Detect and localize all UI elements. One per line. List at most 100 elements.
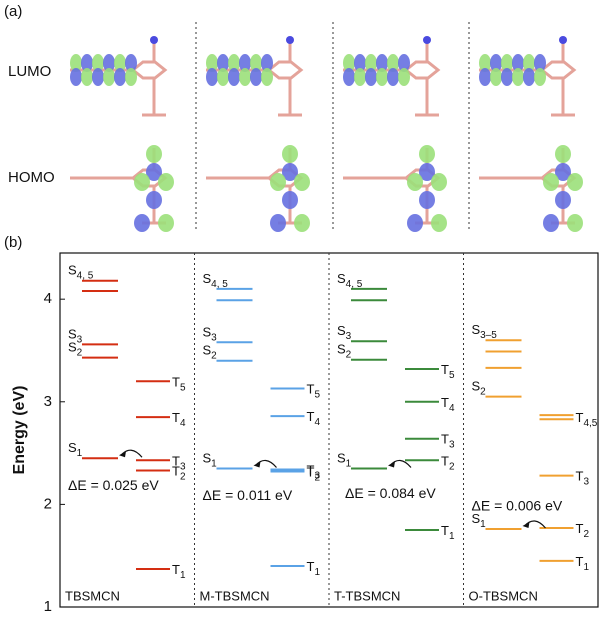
atom	[286, 36, 294, 44]
level-label: T2	[576, 521, 590, 539]
orbital-lobe	[134, 173, 150, 191]
label-sub: 2	[449, 461, 455, 472]
orbital-lobe	[534, 54, 546, 72]
orbital-lobe	[407, 214, 423, 232]
level-label: T1	[576, 554, 590, 572]
y-tick-label: 1	[44, 598, 52, 615]
orbital-lobe	[158, 214, 174, 232]
arrow-head	[119, 451, 126, 458]
orbital-lobe	[125, 54, 137, 72]
label-base: S	[203, 271, 212, 286]
orbital-lobe	[543, 173, 559, 191]
label-sub: 2	[77, 347, 83, 358]
orbital-lobe	[103, 54, 115, 72]
label-base: S	[68, 263, 77, 278]
panel-name: O-TBSMCN	[469, 588, 538, 603]
label-base: T	[172, 464, 180, 479]
orbital-lobe	[512, 68, 524, 86]
label-base: T	[441, 395, 449, 410]
label-base: S	[472, 323, 481, 338]
label-sub: 5	[180, 382, 186, 393]
label-sub: 1	[211, 458, 217, 469]
orbital-lobe	[206, 68, 218, 86]
level-label: S4, 5	[337, 271, 363, 289]
label-base: T	[441, 362, 449, 377]
orbital-lobe	[431, 214, 447, 232]
orbital-lobe	[158, 173, 174, 191]
orbital-lobe	[387, 54, 399, 72]
orbital-lobe	[217, 68, 229, 86]
level-label: T4,5	[576, 411, 598, 429]
level-label: S3	[337, 324, 352, 342]
label-sub: 3	[314, 470, 320, 481]
orbital-lobe	[555, 163, 571, 181]
orbital-lobe	[70, 54, 82, 72]
label-base: T	[307, 410, 315, 425]
level-label: S3	[203, 325, 218, 343]
label-sub: 2	[314, 472, 320, 483]
label-sub: 1	[480, 519, 486, 530]
level-label: S3–5	[472, 323, 498, 341]
orbital-lobe	[282, 191, 298, 209]
delta-e: ΔE = 0.011 eV	[203, 487, 293, 503]
orbital-lobe	[376, 54, 388, 72]
orbital-lobe	[81, 68, 93, 86]
orbital-lobe	[250, 54, 262, 72]
label-base: T	[307, 465, 315, 480]
label-sub: 4,5	[583, 418, 597, 429]
label-sub: 2	[211, 350, 217, 361]
label-sub: 4, 5	[77, 270, 94, 281]
level-label: S1	[337, 451, 352, 469]
panel-a-label: (a)	[4, 3, 22, 20]
label-base: S	[203, 451, 212, 466]
delta-e: ΔE = 0.084 eV	[345, 485, 436, 501]
orbital-lobe	[419, 145, 435, 163]
label-base: S	[68, 327, 77, 342]
level-label: S3	[68, 327, 83, 345]
orbital-lobe	[228, 54, 240, 72]
level-label: T1	[307, 559, 321, 577]
level-label: T4	[172, 411, 186, 429]
orbital-lobe	[512, 54, 524, 72]
orbital-lobe	[490, 54, 502, 72]
label-sub: 3	[180, 461, 186, 472]
level-label: S1	[472, 511, 487, 529]
panel-name: M-TBSMCN	[200, 588, 270, 603]
orbital-lobe	[270, 214, 286, 232]
label-sub: 5	[449, 370, 455, 381]
level-label: T3	[441, 432, 455, 450]
level-label: T4	[307, 410, 321, 428]
label-base: S	[337, 324, 346, 339]
label-base: S	[472, 379, 481, 394]
level-label: T2	[441, 454, 455, 472]
panel-name: T-TBSMCN	[334, 588, 400, 603]
orbital-lobe	[261, 54, 273, 72]
atom	[559, 36, 567, 44]
level-label: T3	[172, 454, 186, 472]
orbital-lobe	[490, 68, 502, 86]
orbital-lobe	[239, 54, 251, 72]
orbital-lobe	[501, 54, 513, 72]
label-sub: 1	[583, 561, 589, 572]
label-base: T	[576, 521, 584, 536]
level-label: S4, 5	[203, 271, 229, 289]
delta-e: ΔE = 0.025 eV	[68, 477, 159, 493]
arrow-head	[522, 522, 530, 529]
orbital-lobe	[555, 145, 571, 163]
label-sub: 3	[77, 334, 83, 345]
orbital-lobe	[479, 54, 491, 72]
label-sub: 2	[583, 529, 589, 540]
label-base: S	[337, 342, 346, 357]
label-base: T	[576, 554, 584, 569]
atom	[150, 36, 158, 44]
level-label: T5	[172, 375, 186, 393]
label-sub: 3	[583, 476, 589, 487]
arrow-head	[253, 461, 261, 468]
orbital-lobe	[431, 173, 447, 191]
orbital-lobe	[523, 54, 535, 72]
molecule-images	[70, 22, 583, 232]
orbital-lobe	[81, 54, 93, 72]
orbital-lobe	[261, 68, 273, 86]
orbital-lobe	[567, 173, 583, 191]
label-base: T	[307, 463, 315, 478]
